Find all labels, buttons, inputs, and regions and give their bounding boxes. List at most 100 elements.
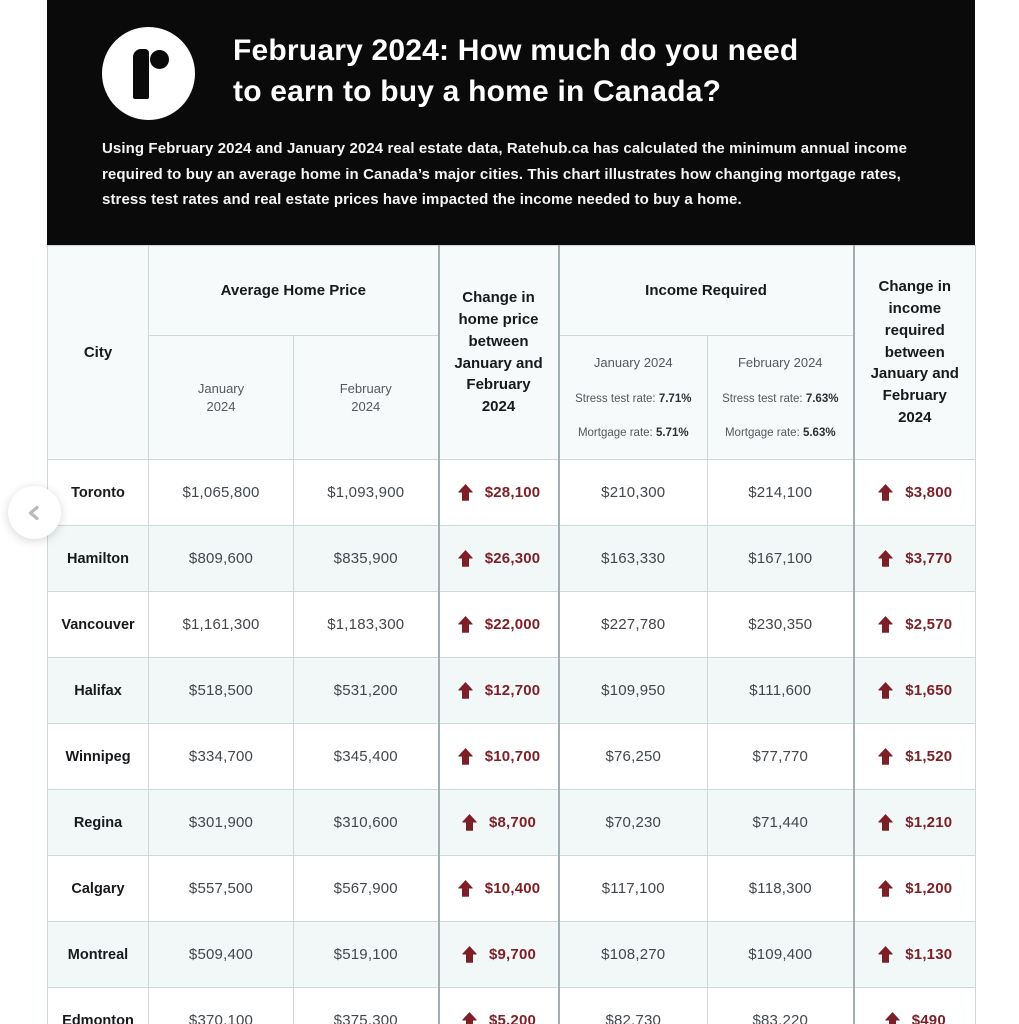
col-subheader-price-february: February 2024 [292,334,440,461]
feb-price-cell: $1,183,300 [292,591,440,659]
header-banner: February 2024: How much do you need to e… [47,0,975,245]
income-jan-period: January 2024 [593,354,673,370]
price-change-value: $10,700 [484,748,541,766]
table-body: Toronto $1,065,800 $1,093,900 $28,100 $2… [47,459,977,1024]
up-arrow-icon [878,616,893,633]
up-arrow-icon [878,550,893,567]
chevron-left-icon [28,505,39,520]
price-change-cell: $5,200 [437,987,560,1024]
income-change-value: $1,200 [905,880,953,898]
city-cell: Regina [47,789,149,857]
price-change-cell: $28,100 [437,459,560,527]
jan-price-cell: $518,500 [148,657,294,725]
jan-price-cell: $370,100 [148,987,294,1024]
price-change-cell: $10,700 [437,723,560,791]
jan-income-cell: $109,950 [558,657,709,725]
jan-income-cell: $70,230 [558,789,709,857]
jan-price-cell: $509,400 [148,921,294,989]
table-row: Toronto $1,065,800 $1,093,900 $28,100 $2… [47,459,977,527]
feb-price-cell: $835,900 [292,525,440,593]
page-title: February 2024: How much do you need to e… [233,34,799,108]
feb-price-cell: $375,300 [292,987,440,1024]
up-arrow-icon [878,946,893,963]
table-row: Hamilton $809,600 $835,900 $26,300 $163,… [47,525,977,593]
price-change-value: $22,000 [484,616,541,634]
jan-price-cell: $1,161,300 [148,591,294,659]
income-table: City Average Home Price Change in home p… [47,244,977,1024]
price-change-cell: $10,400 [437,855,560,923]
income-change-value: $3,800 [905,484,953,502]
feb-price-cell: $519,100 [292,921,440,989]
up-arrow-icon [462,814,477,831]
city-cell: Vancouver [47,591,149,659]
price-change-cell: $9,700 [437,921,560,989]
jan-price-cell: $334,700 [148,723,294,791]
feb-income-cell: $230,350 [707,591,855,659]
income-change-cell: $490 [852,987,977,1024]
up-arrow-icon [462,1012,477,1024]
price-change-cell: $26,300 [437,525,560,593]
feb-income-cell: $118,300 [707,855,855,923]
jan-price-cell: $809,600 [148,525,294,593]
up-arrow-icon [878,880,893,897]
income-change-cell: $2,570 [852,591,977,659]
feb-income-cell: $109,400 [707,921,855,989]
col-subheader-price-january: January 2024 [148,334,294,461]
up-arrow-icon [878,484,893,501]
up-arrow-icon [462,946,477,963]
table-row: Montreal $509,400 $519,100 $9,700 $108,2… [47,921,977,989]
up-arrow-icon [884,1012,900,1024]
jan-income-cell: $82,730 [558,987,709,1024]
city-cell: Toronto [47,459,149,527]
table-header: City Average Home Price Change in home p… [47,244,977,461]
feb-price-cell: $567,900 [292,855,440,923]
jan-price-cell: $301,900 [148,789,294,857]
col-header-city: City [47,244,149,461]
income-change-value: $2,570 [905,616,953,634]
table-row: Vancouver $1,161,300 $1,183,300 $22,000 … [47,591,977,659]
city-cell: Winnipeg [47,723,149,791]
jan-income-cell: $210,300 [558,459,709,527]
up-arrow-icon [457,682,473,699]
feb-price-cell: $1,093,900 [292,459,440,527]
income-change-value: $1,210 [905,814,953,832]
col-header-change-home-price: Change in home price between January and… [437,244,560,461]
income-change-cell: $3,800 [852,459,977,527]
table-row: Halifax $518,500 $531,200 $12,700 $109,9… [47,657,977,725]
price-change-value: $5,200 [488,1012,537,1024]
carousel-prev-button[interactable] [8,486,61,539]
table-row: Winnipeg $334,700 $345,400 $10,700 $76,2… [47,723,977,791]
ratehub-r-icon [133,49,169,99]
income-feb-mortgage-rate: Mortgage rate: 5.63% [724,426,836,439]
col-subheader-income-january: January 2024 Stress test rate: 7.71% Mor… [558,334,709,461]
income-jan-mortgage-rate: Mortgage rate: 5.71% [577,426,689,439]
jan-income-cell: $108,270 [558,921,709,989]
income-feb-period: February 2024 [737,354,823,370]
income-jan-stress-rate: Stress test rate: 7.71% [575,392,692,405]
city-cell: Calgary [47,855,149,923]
up-arrow-icon [878,748,893,765]
feb-income-cell: $214,100 [707,459,855,527]
up-arrow-icon [878,814,893,831]
price-change-value: $8,700 [488,814,537,832]
price-change-cell: $8,700 [437,789,560,857]
income-change-value: $1,650 [905,682,953,700]
up-arrow-icon [457,616,473,633]
up-arrow-icon [457,748,473,765]
up-arrow-icon [457,880,473,897]
feb-price-cell: $345,400 [292,723,440,791]
jan-income-cell: $76,250 [558,723,709,791]
price-change-cell: $12,700 [437,657,560,725]
income-change-value: $3,770 [905,550,953,568]
price-change-value: $10,400 [484,880,541,898]
col-header-income-required: Income Required [558,245,855,336]
up-arrow-icon [457,484,473,501]
jan-price-cell: $557,500 [148,855,294,923]
feb-price-cell: $531,200 [292,657,440,725]
income-change-cell: $3,770 [852,525,977,593]
feb-income-cell: $77,770 [707,723,855,791]
feb-price-cell: $310,600 [292,789,440,857]
price-change-value: $9,700 [488,946,537,964]
feb-income-cell: $111,600 [707,657,855,725]
up-arrow-icon [878,682,893,699]
